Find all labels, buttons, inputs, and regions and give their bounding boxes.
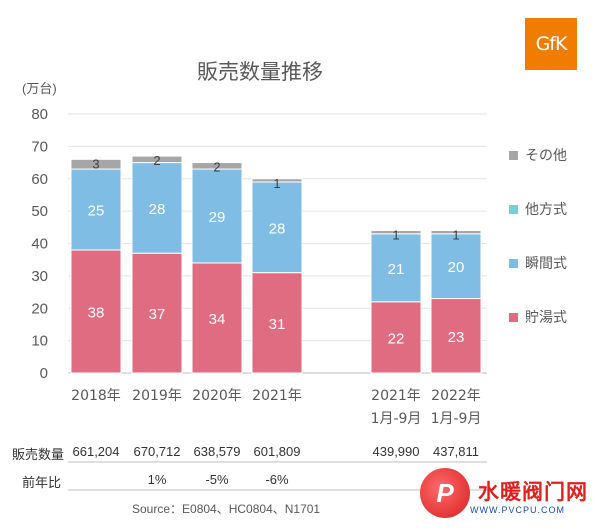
bar-segment — [191, 262, 243, 374]
watermark-badge: P — [420, 468, 470, 518]
data-label: 28 — [149, 201, 166, 218]
data-label: 1 — [273, 176, 280, 191]
x-tick-label: 1月-9月 — [371, 411, 422, 427]
bar-segment — [191, 168, 243, 264]
table-cell: 661,204 — [72, 444, 120, 459]
table-row-label-quantity: 販売数量 — [12, 447, 65, 462]
x-tick-label: 2021年 — [371, 388, 421, 404]
data-label: 28 — [269, 220, 286, 237]
table-cell: 1% — [147, 472, 167, 487]
y-tick-label: 60 — [31, 171, 48, 188]
gfk-logo: GfK — [525, 18, 577, 70]
bar-segment — [370, 301, 422, 374]
y-tick-label: 40 — [31, 236, 48, 253]
table-cell: -6% — [265, 472, 289, 487]
watermark-url: WWW.PVCPU.COM — [470, 505, 565, 515]
y-tick-label: 80 — [31, 106, 48, 123]
legend-label: 瞬間式 — [525, 256, 567, 272]
y-tick-label: 70 — [31, 138, 48, 155]
data-label: 1 — [392, 228, 399, 243]
legend-label: その他 — [525, 148, 567, 164]
data-label: 1 — [452, 228, 459, 243]
bar-segment — [251, 178, 303, 183]
data-label: 2 — [213, 160, 220, 175]
table-cell: 638,579 — [193, 444, 241, 459]
table-cell: 670,712 — [133, 444, 181, 459]
bar-segment — [430, 298, 482, 374]
data-label: 23 — [448, 329, 465, 346]
bar-segment — [370, 230, 422, 235]
data-label: 3 — [92, 156, 99, 171]
bar-segment — [70, 168, 122, 251]
y-axis-unit: (万台) — [22, 81, 57, 96]
table-row-label-yoy: 前年比 — [22, 475, 62, 490]
table-cell: -5% — [205, 472, 229, 487]
data-label: 34 — [209, 311, 226, 328]
x-tick-label: 2020年 — [192, 388, 242, 404]
data-label: 37 — [149, 306, 166, 323]
y-tick-label: 20 — [31, 300, 48, 317]
data-label: 38 — [88, 304, 105, 321]
y-tick-label: 30 — [31, 268, 48, 285]
y-tick-label: 0 — [40, 365, 48, 382]
data-label: 25 — [88, 203, 105, 220]
legend-label: 貯湯式 — [525, 309, 567, 326]
data-label: 21 — [388, 261, 405, 278]
data-label: 2 — [153, 153, 160, 168]
source-note: Source：E0804、HC0804、N1701 — [132, 502, 321, 516]
legend-swatch — [509, 205, 518, 214]
data-label: 31 — [269, 316, 286, 333]
bar-segment — [70, 158, 122, 170]
legend-swatch — [509, 313, 518, 322]
table-cell: 437,811 — [432, 444, 480, 459]
legend-swatch — [509, 259, 518, 268]
watermark-name: 水暖阀门网 — [478, 481, 588, 504]
bar-segment — [430, 230, 482, 235]
x-tick-label: 2019年 — [132, 388, 182, 404]
legend-label: 他方式 — [525, 202, 567, 218]
data-label: 29 — [209, 209, 226, 226]
legend-swatch — [509, 151, 518, 160]
table-cell: 439,990 — [372, 444, 420, 459]
data-label: 20 — [448, 259, 465, 276]
bar-segment — [131, 252, 183, 374]
bar-segment — [70, 249, 122, 374]
bar-segment — [131, 155, 183, 164]
chart-title: 販売数量推移 — [197, 61, 323, 84]
data-label: 22 — [388, 330, 405, 347]
x-tick-label: 2021年 — [252, 388, 302, 404]
x-tick-label: 1月-9月 — [431, 411, 482, 427]
x-tick-label: 2018年 — [71, 388, 121, 404]
bar-segment — [191, 162, 243, 170]
y-tick-label: 10 — [31, 333, 48, 350]
bar-segment — [430, 233, 482, 300]
y-tick-label: 50 — [31, 203, 48, 220]
bar-segment — [251, 272, 303, 374]
x-tick-label: 2022年 — [431, 388, 481, 404]
table-cell: 601,809 — [253, 444, 301, 459]
